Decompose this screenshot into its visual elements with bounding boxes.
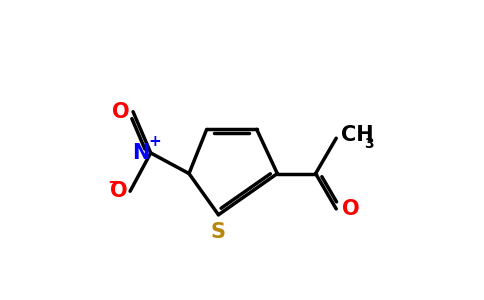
Text: S: S	[211, 222, 226, 242]
Text: 3: 3	[364, 137, 374, 151]
Text: O: O	[112, 102, 130, 122]
Text: −: −	[107, 172, 121, 190]
Text: O: O	[109, 181, 127, 201]
Text: CH: CH	[341, 125, 373, 145]
Text: N: N	[132, 143, 149, 163]
Text: +: +	[148, 134, 161, 149]
Text: O: O	[342, 199, 360, 219]
